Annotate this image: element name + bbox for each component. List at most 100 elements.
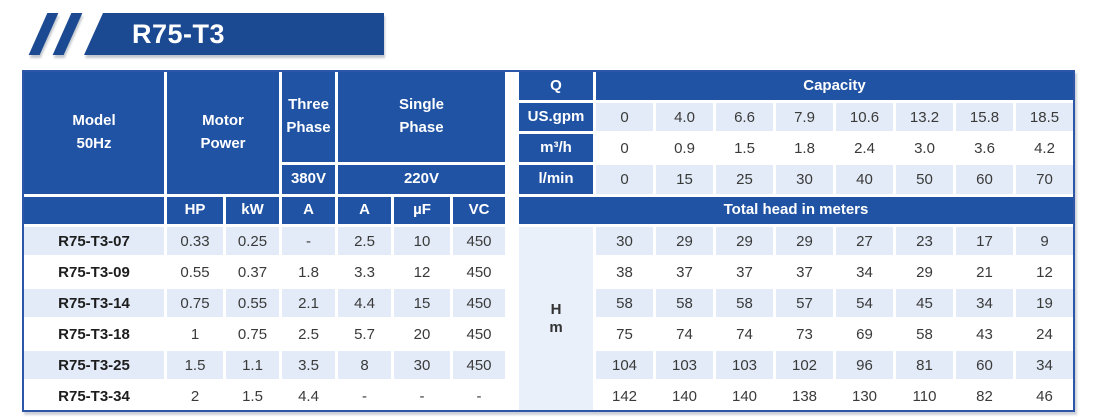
head-cell: 24	[1016, 320, 1073, 348]
three-phase-voltage: 380V	[282, 165, 335, 194]
single-phase-line1: Single	[398, 96, 444, 114]
capacity-value: 70	[1016, 165, 1073, 194]
head-cell: 29	[716, 227, 773, 255]
head-cell: 12	[1016, 258, 1073, 286]
head-cell: 130	[836, 382, 893, 410]
spec-cell: -	[394, 382, 450, 410]
capacity-value: 0	[596, 103, 653, 131]
badge-title: R75-T3	[132, 18, 226, 49]
three-phase-line2: Phase	[286, 119, 331, 136]
spec-cell: 4.4	[338, 289, 391, 317]
head-cell: 43	[956, 320, 1013, 348]
capacity-value: 3.6	[956, 134, 1013, 162]
head-cell: 54	[836, 289, 893, 317]
spec-cell: 0.55	[226, 289, 279, 317]
column-spacer	[508, 72, 516, 410]
hm-label: H m	[519, 227, 593, 410]
head-cell: 37	[776, 258, 833, 286]
capacity-value: 0	[596, 134, 653, 162]
spec-cell: 1.1	[226, 351, 279, 379]
head-cell: 75	[596, 320, 653, 348]
capacity-value: 18.5	[1016, 103, 1073, 131]
capacity-value: 6.6	[716, 103, 773, 131]
spec-cell: 450	[453, 227, 505, 255]
head-cell: 17	[956, 227, 1013, 255]
single-phase-voltage: 220V	[338, 165, 505, 194]
hm-line1: H	[550, 300, 562, 318]
head-cell: 34	[1016, 351, 1073, 379]
spec-cell: 2.1	[282, 289, 335, 317]
spec-cell: 4.4	[282, 382, 335, 410]
badge-bar: R75-T3	[84, 13, 384, 55]
spec-cell: -	[338, 382, 391, 410]
capacity-value: 3.0	[896, 134, 953, 162]
capacity-value: 4.2	[1016, 134, 1073, 162]
spec-table: Model 50Hz Motor Power Three Phase 380V …	[22, 70, 1075, 412]
single-phase-line2: Phase	[399, 119, 444, 136]
spec-cell: 0.25	[226, 227, 279, 255]
spec-cell: 1.5	[226, 382, 279, 410]
col-header-uf: µF	[394, 197, 450, 224]
col-header-vc: VC	[453, 197, 505, 224]
head-cell: 82	[956, 382, 1013, 410]
capacity-value: 1.8	[776, 134, 833, 162]
head-cell: 9	[1016, 227, 1073, 255]
capacity-value: 15.8	[956, 103, 1013, 131]
spec-cell: 450	[453, 289, 505, 317]
col-header-hp: HP	[167, 197, 223, 224]
unit-lmin: l/min	[519, 165, 593, 194]
head-cell: 19	[1016, 289, 1073, 317]
head-cell: 29	[896, 258, 953, 286]
capacity-value: 0	[596, 165, 653, 194]
model-badge: R75-T3	[24, 13, 394, 55]
head-cell: 30	[596, 227, 653, 255]
capacity-value: 30	[776, 165, 833, 194]
capacity-header: Capacity	[596, 72, 1073, 100]
unit-usgpm: US.gpm	[519, 103, 593, 131]
three-phase-header: Three Phase	[282, 72, 335, 162]
head-cell: 38	[596, 258, 653, 286]
spec-cell: -	[282, 227, 335, 255]
model-header-line2: 50Hz	[76, 135, 112, 152]
spec-cell: 1.8	[282, 258, 335, 286]
spec-cell: 450	[453, 258, 505, 286]
head-cell: 104	[596, 351, 653, 379]
blank-header-cell	[24, 197, 164, 224]
spec-cell: 10	[394, 227, 450, 255]
capacity-value: 60	[956, 165, 1013, 194]
model-cell: R75-T3-34	[24, 382, 164, 410]
capacity-value: 40	[836, 165, 893, 194]
head-cell: 34	[956, 289, 1013, 317]
badge-stripe-icon	[28, 13, 59, 55]
spec-cell: 2	[167, 382, 223, 410]
head-cell: 46	[1016, 382, 1073, 410]
spec-cell: 12	[394, 258, 450, 286]
head-cell: 29	[776, 227, 833, 255]
spec-cell: 0.55	[167, 258, 223, 286]
head-cell: 74	[656, 320, 713, 348]
spec-cell: 2.5	[338, 227, 391, 255]
motor-header-line1: Motor	[202, 112, 244, 130]
spec-cell: 1.5	[167, 351, 223, 379]
head-cell: 37	[656, 258, 713, 286]
unit-m3h: m³/h	[519, 134, 593, 162]
motor-power-header: Motor Power	[167, 72, 279, 194]
head-cell: 58	[596, 289, 653, 317]
head-cell: 142	[596, 382, 653, 410]
capacity-value: 25	[716, 165, 773, 194]
head-cell: 58	[896, 320, 953, 348]
head-cell: 57	[776, 289, 833, 317]
capacity-value: 50	[896, 165, 953, 194]
head-cell: 102	[776, 351, 833, 379]
model-cell: R75-T3-09	[24, 258, 164, 286]
head-cell: 34	[836, 258, 893, 286]
head-cell: 45	[896, 289, 953, 317]
model-cell: R75-T3-25	[24, 351, 164, 379]
head-cell: 29	[656, 227, 713, 255]
spec-cell: 3.5	[282, 351, 335, 379]
model-header: Model 50Hz	[24, 72, 164, 194]
head-cell: 69	[836, 320, 893, 348]
spec-cell: 0.33	[167, 227, 223, 255]
capacity-value: 4.0	[656, 103, 713, 131]
spec-cell: 0.37	[226, 258, 279, 286]
